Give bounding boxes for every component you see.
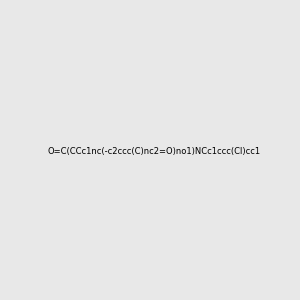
Text: O=C(CCc1nc(-c2ccc(C)nc2=O)no1)NCc1ccc(Cl)cc1: O=C(CCc1nc(-c2ccc(C)nc2=O)no1)NCc1ccc(Cl…	[47, 147, 260, 156]
